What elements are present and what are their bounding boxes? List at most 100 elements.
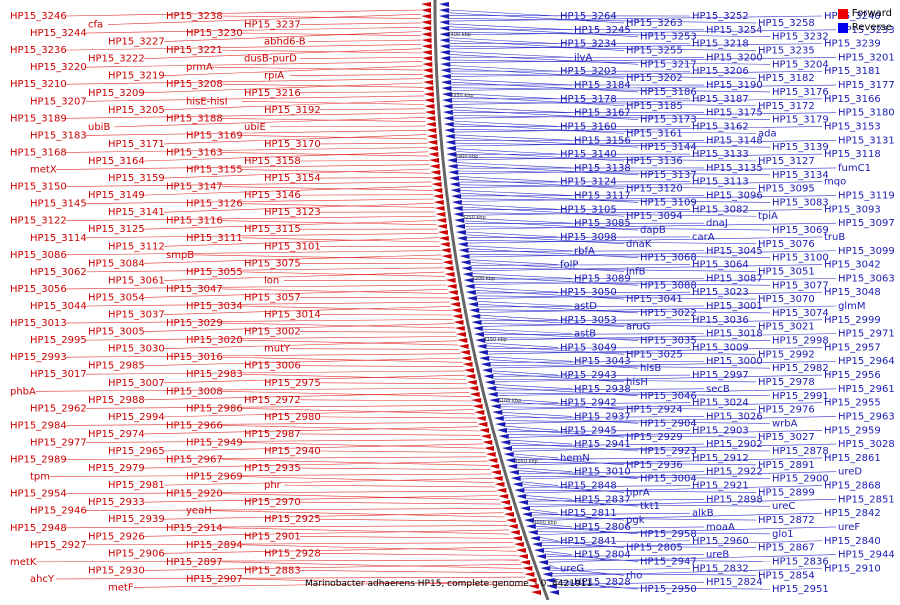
reverse-gene-label: HP15_2899 bbox=[758, 487, 815, 498]
forward-gene-label: HP15_3020 bbox=[186, 335, 243, 346]
reverse-gene-label: HP15_3100 bbox=[772, 253, 829, 264]
forward-leader-line bbox=[36, 388, 468, 391]
scale-tick-label: 3000 kbp bbox=[533, 520, 557, 526]
forward-gene-label: HP15_2962 bbox=[30, 403, 87, 414]
forward-leader-line bbox=[300, 536, 512, 538]
reverse-gene-label: HP15_3022 bbox=[640, 308, 697, 319]
reverse-gene-label: HP15_3004 bbox=[640, 474, 697, 485]
forward-gene-label: HP15_3222 bbox=[88, 54, 145, 65]
reverse-gene-label: tpiA bbox=[758, 211, 778, 222]
scale-tick-label: 3400 kbp bbox=[447, 32, 471, 38]
forward-gene bbox=[423, 80, 433, 85]
reverse-leader-line bbox=[462, 204, 558, 209]
forward-gene-label: HP15_3205 bbox=[108, 105, 165, 116]
reverse-gene bbox=[534, 548, 544, 553]
reverse-gene-label: HP15_3087 bbox=[706, 273, 763, 284]
forward-gene-label: HP15_2966 bbox=[166, 420, 223, 431]
reverse-gene-label: HP15_3001 bbox=[706, 301, 763, 312]
reverse-gene-label: HP15_3245 bbox=[574, 25, 631, 36]
forward-gene-label: HP15_2972 bbox=[244, 395, 301, 406]
reverse-gene bbox=[441, 68, 451, 73]
forward-gene-label: HP15_2974 bbox=[88, 429, 145, 440]
forward-gene-label: HP15_2933 bbox=[88, 497, 145, 508]
reverse-gene-label: HP15_3135 bbox=[706, 163, 763, 174]
forward-gene-label: HP15_3115 bbox=[244, 224, 301, 235]
forward-gene-label: HP15_3017 bbox=[30, 369, 87, 380]
scale-tick-label: 3300 kbp bbox=[455, 154, 479, 160]
forward-gene-label: HP15_2988 bbox=[88, 395, 145, 406]
reverse-gene-label: HP15_3176 bbox=[772, 87, 829, 98]
forward-gene bbox=[431, 176, 441, 181]
forward-gene-label: HP15_3210 bbox=[10, 79, 67, 90]
reverse-swatch bbox=[838, 23, 848, 33]
forward-gene-label: HP15_2985 bbox=[88, 361, 145, 372]
reverse-leader-line bbox=[470, 260, 558, 265]
reverse-gene bbox=[461, 260, 471, 265]
reverse-gene-label: HP15_3046 bbox=[640, 391, 697, 402]
forward-gene-label: HP15_2914 bbox=[166, 523, 223, 534]
reverse-gene-label: HP15_3264 bbox=[560, 11, 617, 22]
forward-gene-label: HP15_3169 bbox=[186, 130, 243, 141]
reverse-gene-label: HP15_2978 bbox=[758, 377, 815, 388]
forward-gene-label: HP15_2894 bbox=[186, 540, 243, 551]
forward-gene-label: ahcY bbox=[30, 574, 55, 585]
forward-gene-label: HP15_2987 bbox=[244, 429, 301, 440]
reverse-gene-label: HP15_3124 bbox=[560, 177, 617, 188]
forward-gene bbox=[425, 104, 435, 109]
forward-leader-line bbox=[66, 491, 497, 493]
reverse-gene-label: HP15_2861 bbox=[824, 453, 881, 464]
reverse-gene bbox=[449, 176, 459, 181]
reverse-gene-label: HP15_2945 bbox=[560, 425, 617, 436]
reverse-gene bbox=[499, 434, 509, 439]
forward-gene-label: HP15_2901 bbox=[244, 531, 301, 542]
reverse-gene bbox=[502, 446, 512, 451]
forward-gene-label: metK bbox=[10, 557, 37, 568]
reverse-gene-label: HP15_2998 bbox=[772, 336, 829, 347]
reverse-gene bbox=[528, 530, 538, 535]
forward-gene-label: prmA bbox=[186, 62, 213, 73]
forward-gene bbox=[433, 194, 443, 199]
forward-gene-label: ubiE bbox=[244, 122, 266, 133]
reverse-gene-label: HP15_2958 bbox=[640, 529, 697, 540]
reverse-gene bbox=[443, 116, 453, 121]
reverse-gene-label: HP15_2824 bbox=[706, 577, 763, 588]
reverse-gene bbox=[497, 428, 507, 433]
reverse-gene bbox=[482, 368, 492, 373]
forward-gene-label: rpiA bbox=[264, 71, 284, 82]
reverse-gene-label: HP15_2867 bbox=[758, 543, 815, 554]
forward-gene-label: HP15_3244 bbox=[30, 28, 87, 39]
reverse-gene bbox=[509, 470, 519, 475]
forward-gene-label: HP15_3168 bbox=[10, 148, 67, 159]
reverse-gene bbox=[440, 62, 450, 67]
reverse-gene-label: HP15_3076 bbox=[758, 239, 815, 250]
reverse-gene bbox=[494, 416, 504, 421]
reverse-gene-label: HP15_3018 bbox=[706, 329, 763, 340]
forward-gene bbox=[439, 236, 449, 241]
forward-gene-label: HP15_3062 bbox=[30, 267, 87, 278]
reverse-gene-label: HP15_2851 bbox=[838, 494, 895, 505]
reverse-gene-label: HP15_3253 bbox=[640, 32, 697, 43]
forward-gene bbox=[446, 278, 456, 283]
reverse-gene-label: HP15_2976 bbox=[758, 405, 815, 416]
reverse-gene-label: HP15_3153 bbox=[824, 122, 881, 133]
forward-gene-label: HP15_2948 bbox=[10, 523, 67, 534]
reverse-leader-line bbox=[492, 371, 558, 375]
forward-gene-label: HP15_2981 bbox=[108, 480, 165, 491]
reverse-gene-label: HP15_3217 bbox=[640, 59, 697, 70]
reverse-gene-label: HP15_3049 bbox=[560, 342, 617, 353]
forward-gene-label: HP15_3149 bbox=[88, 190, 145, 201]
reverse-gene bbox=[457, 236, 467, 241]
reverse-gene bbox=[448, 170, 458, 175]
reverse-gene-label: HP15_3041 bbox=[626, 294, 683, 305]
forward-gene-label: metF bbox=[108, 583, 134, 594]
reverse-gene-label: HP15_2804 bbox=[574, 550, 631, 561]
reverse-gene bbox=[530, 536, 540, 541]
reverse-gene bbox=[500, 440, 510, 445]
forward-gene-label: dusB-purD bbox=[244, 54, 297, 65]
reverse-gene-label: HP15_3232 bbox=[772, 32, 829, 43]
forward-gene-label: HP15_2975 bbox=[264, 378, 321, 389]
forward-gene-label: HP15_2926 bbox=[88, 531, 145, 542]
reverse-gene-label: HP15_3069 bbox=[772, 225, 829, 236]
reverse-gene-label: HP15_2992 bbox=[758, 349, 815, 360]
forward-leader-line bbox=[320, 417, 476, 418]
